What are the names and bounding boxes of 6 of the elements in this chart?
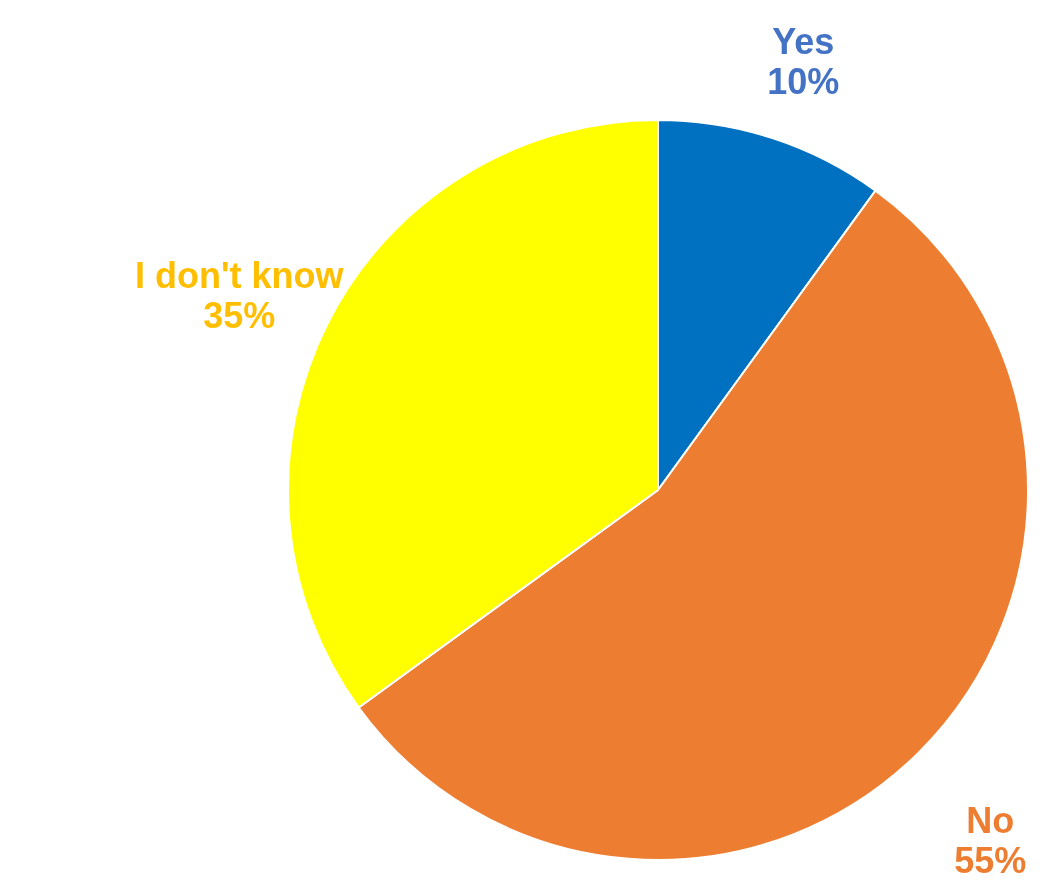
slice-label: I don't know xyxy=(134,254,345,296)
data-label: 55% xyxy=(954,840,1027,882)
data-label: 10% xyxy=(767,61,840,102)
data-label: 35% xyxy=(203,294,276,336)
slice-label: Yes xyxy=(772,21,835,62)
slice-label: No xyxy=(966,800,1015,842)
